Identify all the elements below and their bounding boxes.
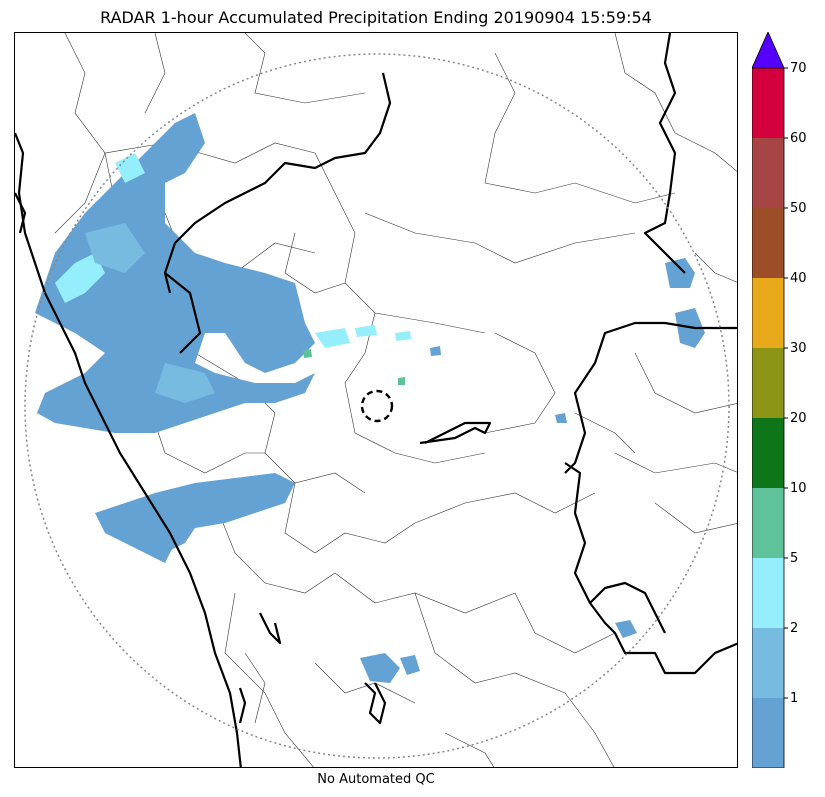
colorbar-tick-label: 20 <box>790 411 807 426</box>
radar-map <box>14 32 738 768</box>
range-ring <box>24 53 730 759</box>
colorbar-segment <box>752 628 784 698</box>
colorbar-tick-label: 30 <box>790 341 807 356</box>
colorbar-tick-label: 1 <box>790 691 798 706</box>
colorbar-segment <box>752 208 784 278</box>
colorbar-tick-label: 2 <box>790 621 798 636</box>
colorbar-tick-label: 5 <box>790 551 798 566</box>
radar-site-marker <box>360 389 394 423</box>
qc-note: No Automated QC <box>317 772 435 787</box>
map-canvas <box>15 33 737 767</box>
colorbar-segment <box>752 558 784 628</box>
colorbar-canvas: 1 2 5 10 20 30 40 50 60 70 <box>751 31 807 769</box>
colorbar-segment <box>752 278 784 348</box>
colorbar-extend-arrow <box>751 31 785 69</box>
colorbar-tick-label: 50 <box>790 201 807 216</box>
state-boundaries <box>15 33 737 767</box>
colorbar-segment <box>752 488 784 558</box>
colorbar-segment <box>752 68 784 138</box>
colorbar-tick-label: 60 <box>790 131 807 146</box>
colorbar-tick-label: 70 <box>790 61 807 76</box>
colorbar: 1 2 5 10 20 30 40 50 60 70 <box>751 31 807 769</box>
district-boundaries <box>54 33 737 767</box>
colorbar-segment <box>752 418 784 488</box>
colorbar-tick-label: 10 <box>790 481 807 496</box>
chart-title: RADAR 1-hour Accumulated Precipitation E… <box>100 8 652 27</box>
colorbar-segment <box>752 138 784 208</box>
precipitation-areas <box>35 113 705 683</box>
colorbar-segment <box>752 698 784 768</box>
colorbar-tick-label: 40 <box>790 271 807 286</box>
colorbar-segment <box>752 348 784 418</box>
